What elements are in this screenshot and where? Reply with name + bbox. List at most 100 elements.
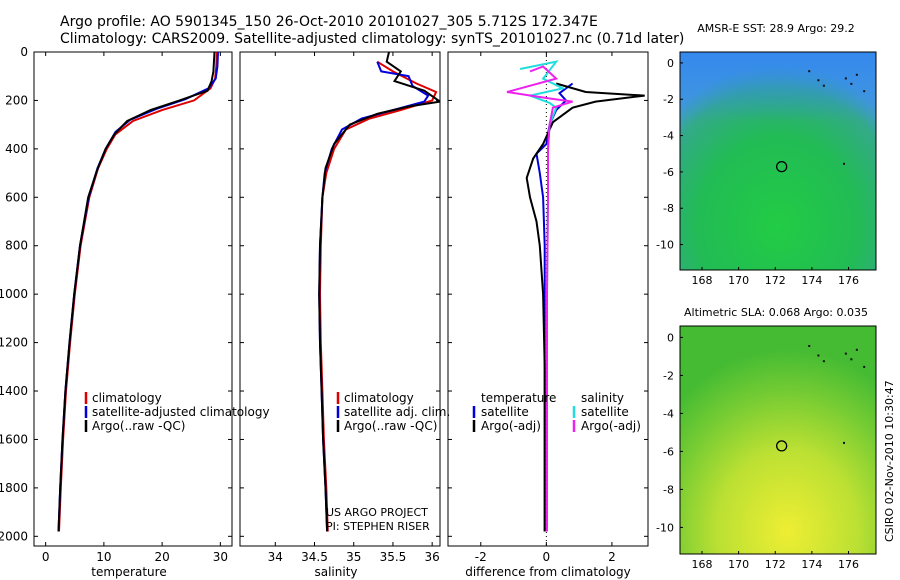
map-y-tick-label: -8 xyxy=(663,483,674,496)
x-tick-label: 30 xyxy=(213,550,228,564)
map-y-tick-label: -4 xyxy=(663,130,674,143)
x-tick-label: 36 xyxy=(425,550,440,564)
difference-axis-label: difference from climatology xyxy=(465,565,631,579)
map-y-tick-label: -2 xyxy=(663,93,674,106)
sla-map-title: Altimetric SLA: 0.068 Argo: 0.035 xyxy=(684,306,868,319)
csiro-timestamp: CSIRO 02-Nov-2010 10:30:47 xyxy=(883,380,896,542)
project-credit: US ARGO PROJECT xyxy=(326,506,428,519)
salinity-axis-label: salinity xyxy=(314,565,357,579)
legend-label-sal-argo: Argo(-adj) xyxy=(581,419,641,433)
x-tick-label: 20 xyxy=(154,550,169,564)
y-tick-label: 600 xyxy=(5,190,28,204)
x-tick-label: 34.5 xyxy=(301,550,328,564)
map-y-tick-label: -10 xyxy=(656,239,674,252)
legend-label-climatology: climatology xyxy=(92,391,162,405)
depth-tick-labels: 0 200 400 600 800 1000 1200 1400 1600 1800 2000 xyxy=(0,45,28,543)
x-tick-label: -2 xyxy=(475,550,487,564)
map-x-tick-label: 168 xyxy=(691,558,712,571)
y-tick-label: 400 xyxy=(5,142,28,156)
temperature-legend: climatology satellite-adjusted climatolo… xyxy=(84,391,270,433)
sst-map xyxy=(679,51,877,271)
figure-title-line1: Argo profile: AO 5901345_150 26-Oct-2010… xyxy=(60,14,598,30)
x-tick-label: 35 xyxy=(346,550,361,564)
map-y-tick-label: -10 xyxy=(656,521,674,534)
y-tick-label: 200 xyxy=(5,93,28,107)
series-satellite-adj-clim- xyxy=(318,61,430,532)
series-salinity-satellite xyxy=(519,60,566,532)
x-tick-label: 0 xyxy=(543,550,551,564)
x-tick-label: 2 xyxy=(608,550,616,564)
map-x-tick-label: 176 xyxy=(838,558,859,571)
salinity-axes xyxy=(239,51,441,547)
sla-map-frame xyxy=(679,325,877,555)
map-y-tick-label: -8 xyxy=(663,202,674,215)
argo-position-marker xyxy=(776,440,788,452)
difference-legend: temperature satellite Argo(-adj) salinit… xyxy=(472,391,641,433)
sst-map-title: AMSR-E SST: 28.9 Argo: 29.2 xyxy=(697,22,855,35)
series-salinity-argo-adj- xyxy=(506,65,573,532)
island-speck xyxy=(822,84,825,87)
island-speck xyxy=(863,90,866,93)
series-temperature-argo-adj- xyxy=(525,82,645,532)
island-speck xyxy=(843,162,846,165)
island-speck xyxy=(855,73,858,76)
series-climatology xyxy=(58,52,218,532)
y-tick-label: 1400 xyxy=(0,384,28,398)
map-x-tick-label: 172 xyxy=(765,558,786,571)
map-x-tick-label: 170 xyxy=(728,274,749,287)
difference-axes xyxy=(447,51,649,547)
island-speck xyxy=(850,358,853,361)
x-tick-label: 34 xyxy=(268,550,283,564)
temperature-axes xyxy=(33,51,233,547)
map-axes: 168 170 172 174 176 0 -2 -4 -6 -8 -10 168 170 172 174 1… xyxy=(656,57,859,571)
y-tick-label: 2000 xyxy=(0,529,28,543)
map-x-tick-label: 168 xyxy=(691,274,712,287)
sla-field xyxy=(680,326,876,554)
y-tick-label: 0 xyxy=(20,45,28,59)
series-argo-raw-qc- xyxy=(57,52,216,532)
map-y-tick-label: 0 xyxy=(667,331,674,344)
island-dots xyxy=(808,70,866,165)
y-tick-label: 1600 xyxy=(0,432,28,446)
island-speck xyxy=(808,70,811,73)
legend-label-satellite: satellite-adjusted climatology xyxy=(92,405,270,419)
series-climatology xyxy=(318,60,438,532)
profile-panels: 0 10 20 30 34 34.5 35 35.5 36 -2 0 2 xyxy=(34,51,648,564)
temperature-axis-label: temperature xyxy=(91,565,166,579)
legend-header-temperature: temperature xyxy=(481,391,556,405)
y-tick-label: 1200 xyxy=(0,336,28,350)
map-y-tick-label: 0 xyxy=(667,57,674,70)
island-speck xyxy=(843,441,846,444)
series-satellite-adjusted-climatology xyxy=(57,52,219,532)
series-temperature-satellite xyxy=(535,82,574,532)
map-x-tick-label: 174 xyxy=(801,558,822,571)
island-speck xyxy=(808,345,811,347)
sst-warm-pool-band xyxy=(680,52,876,122)
map-x-tick-label: 174 xyxy=(801,274,822,287)
map-y-tick-label: -2 xyxy=(663,369,674,382)
island-speck xyxy=(844,352,847,355)
island-speck xyxy=(855,348,858,351)
x-tick-label: 10 xyxy=(96,550,111,564)
x-tick-label: 0 xyxy=(42,550,50,564)
island-speck xyxy=(817,79,820,82)
island-speck xyxy=(817,354,820,357)
map-y-tick-label: -4 xyxy=(663,407,674,420)
island-dots xyxy=(808,345,866,444)
pi-credit: PI: STEPHEN RISER xyxy=(326,520,430,533)
sst-map-frame xyxy=(679,51,877,271)
legend-label-argo: Argo(..raw -QC) xyxy=(344,419,437,433)
y-tick-label: 1800 xyxy=(0,481,28,495)
legend-label-climatology: climatology xyxy=(344,391,414,405)
map-y-tick-label: -6 xyxy=(663,445,674,458)
y-tick-label: 1000 xyxy=(0,287,28,301)
legend-label-sal-satellite: satellite xyxy=(581,405,629,419)
sla-map xyxy=(679,325,877,555)
legend-label-temp-satellite: satellite xyxy=(481,405,529,419)
legend-label-argo: Argo(..raw -QC) xyxy=(92,419,185,433)
island-speck xyxy=(822,360,825,363)
x-tick-label: 35.5 xyxy=(380,550,407,564)
salinity-legend: climatology satellite adj. clim. Argo(..… xyxy=(336,391,450,433)
legend-label-satellite: satellite adj. clim. xyxy=(344,405,450,419)
